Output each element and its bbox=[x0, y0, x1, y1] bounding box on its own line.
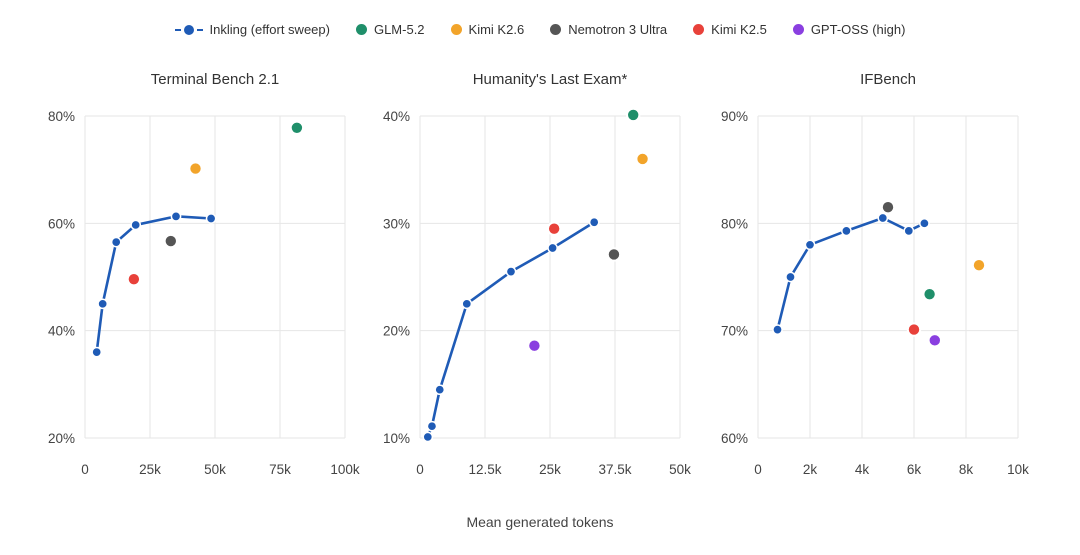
legend-dot-marker bbox=[550, 24, 562, 35]
x-tick-label: 10k bbox=[1007, 462, 1029, 477]
legend-line-marker bbox=[174, 23, 203, 36]
chart-title: IFBench bbox=[860, 71, 916, 88]
legend-item: Inkling (effort sweep) bbox=[174, 22, 330, 37]
legend-label: Kimi K2.6 bbox=[468, 22, 525, 37]
data-point bbox=[546, 221, 562, 236]
y-tick-label: 70% bbox=[721, 324, 748, 339]
data-point bbox=[635, 151, 650, 167]
y-tick-label: 20% bbox=[383, 324, 410, 339]
x-tick-label: 8k bbox=[959, 462, 974, 477]
x-tick-label: 50k bbox=[669, 462, 691, 477]
data-point bbox=[188, 161, 203, 176]
chart-title: Humanity's Last Exam* bbox=[473, 71, 628, 88]
data-point bbox=[110, 236, 122, 248]
legend-dot-marker bbox=[792, 24, 804, 35]
data-point bbox=[927, 333, 942, 348]
legend-label: Kimi K2.5 bbox=[711, 22, 767, 37]
data-point bbox=[772, 324, 783, 335]
data-point bbox=[922, 286, 937, 302]
legend-dot-marker bbox=[450, 24, 462, 35]
series-line bbox=[776, 216, 925, 330]
x-tick-label: 100k bbox=[330, 462, 360, 477]
x-tick-label: 0 bbox=[81, 462, 89, 477]
chart-panel: IFBench 60% 70% 80% 90% 0 2k 4k 6k 8k 10k bbox=[721, 71, 1029, 477]
x-tick-label: 37.5k bbox=[598, 462, 631, 477]
x-tick-label: 12.5k bbox=[468, 462, 501, 477]
data-point bbox=[919, 217, 930, 229]
legend-label: Nemotron 3 Ultra bbox=[568, 22, 668, 37]
data-point bbox=[163, 233, 179, 249]
data-point bbox=[804, 239, 816, 251]
data-point bbox=[461, 298, 473, 310]
series-line bbox=[95, 215, 212, 353]
legend-label: GPT-OSS (high) bbox=[810, 22, 906, 37]
y-tick-label: 20% bbox=[48, 431, 75, 446]
x-tick-label: 25k bbox=[539, 462, 561, 477]
x-tick-label: 0 bbox=[416, 462, 424, 477]
data-point bbox=[205, 213, 217, 224]
x-tick-label: 6k bbox=[907, 462, 922, 477]
data-point bbox=[130, 219, 142, 231]
data-point bbox=[91, 346, 103, 358]
data-point bbox=[606, 247, 622, 262]
chart-title: Terminal Bench 2.1 bbox=[151, 71, 279, 88]
data-point bbox=[877, 212, 889, 224]
x-axis-label: Mean generated tokens bbox=[466, 514, 614, 530]
legend-label: Inkling (effort sweep) bbox=[209, 22, 330, 37]
data-point bbox=[426, 420, 438, 432]
data-point bbox=[903, 225, 915, 237]
x-tick-label: 4k bbox=[855, 462, 870, 477]
x-tick-label: 25k bbox=[139, 462, 161, 477]
series-line bbox=[426, 221, 595, 438]
x-tick-label: 75k bbox=[269, 462, 291, 477]
data-point bbox=[289, 120, 305, 136]
legend-item: Kimi K2.5 bbox=[693, 22, 767, 37]
x-tick-label: 50k bbox=[204, 462, 226, 477]
data-point bbox=[126, 271, 142, 287]
data-point bbox=[626, 107, 641, 123]
data-point bbox=[434, 384, 446, 396]
data-point bbox=[971, 257, 987, 273]
data-point bbox=[547, 242, 558, 254]
y-tick-label: 80% bbox=[721, 216, 748, 231]
legend-item: GLM-5.2 bbox=[355, 22, 425, 37]
y-tick-label: 60% bbox=[721, 431, 748, 446]
y-tick-label: 90% bbox=[721, 109, 748, 124]
x-tick-label: 0 bbox=[754, 462, 762, 477]
legend-item: Kimi K2.6 bbox=[450, 22, 525, 37]
data-point bbox=[588, 216, 600, 228]
legend-item: GPT-OSS (high) bbox=[792, 22, 906, 37]
y-tick-label: 40% bbox=[48, 324, 75, 339]
y-tick-label: 60% bbox=[48, 216, 75, 231]
data-point bbox=[97, 298, 109, 310]
data-point bbox=[527, 338, 542, 353]
chart-panel: Terminal Bench 2.1 20% 40% 60% 80% 0 25k 50k 75k… bbox=[48, 71, 360, 477]
y-tick-label: 10% bbox=[383, 431, 410, 446]
legend-label: GLM-5.2 bbox=[373, 22, 425, 37]
legend-dot-marker bbox=[355, 24, 367, 35]
data-point bbox=[785, 271, 796, 283]
data-point bbox=[841, 225, 852, 237]
legend: Inkling (effort sweep) GLM-5.2 Kimi K2.6 Ne… bbox=[0, 22, 1080, 37]
legend-dot-marker bbox=[693, 24, 705, 35]
data-point bbox=[906, 322, 922, 337]
y-tick-label: 80% bbox=[48, 109, 75, 124]
legend-item: Nemotron 3 Ultra bbox=[550, 22, 667, 37]
y-tick-label: 40% bbox=[383, 109, 410, 124]
data-point bbox=[880, 200, 896, 215]
data-point bbox=[422, 431, 434, 443]
chart-panel: Humanity's Last Exam* 10% 20% 30% 40% 0 12.5k 2… bbox=[383, 71, 691, 477]
data-point bbox=[170, 211, 182, 222]
data-point bbox=[505, 266, 517, 277]
x-tick-label: 2k bbox=[803, 462, 818, 477]
y-tick-label: 30% bbox=[383, 216, 410, 231]
